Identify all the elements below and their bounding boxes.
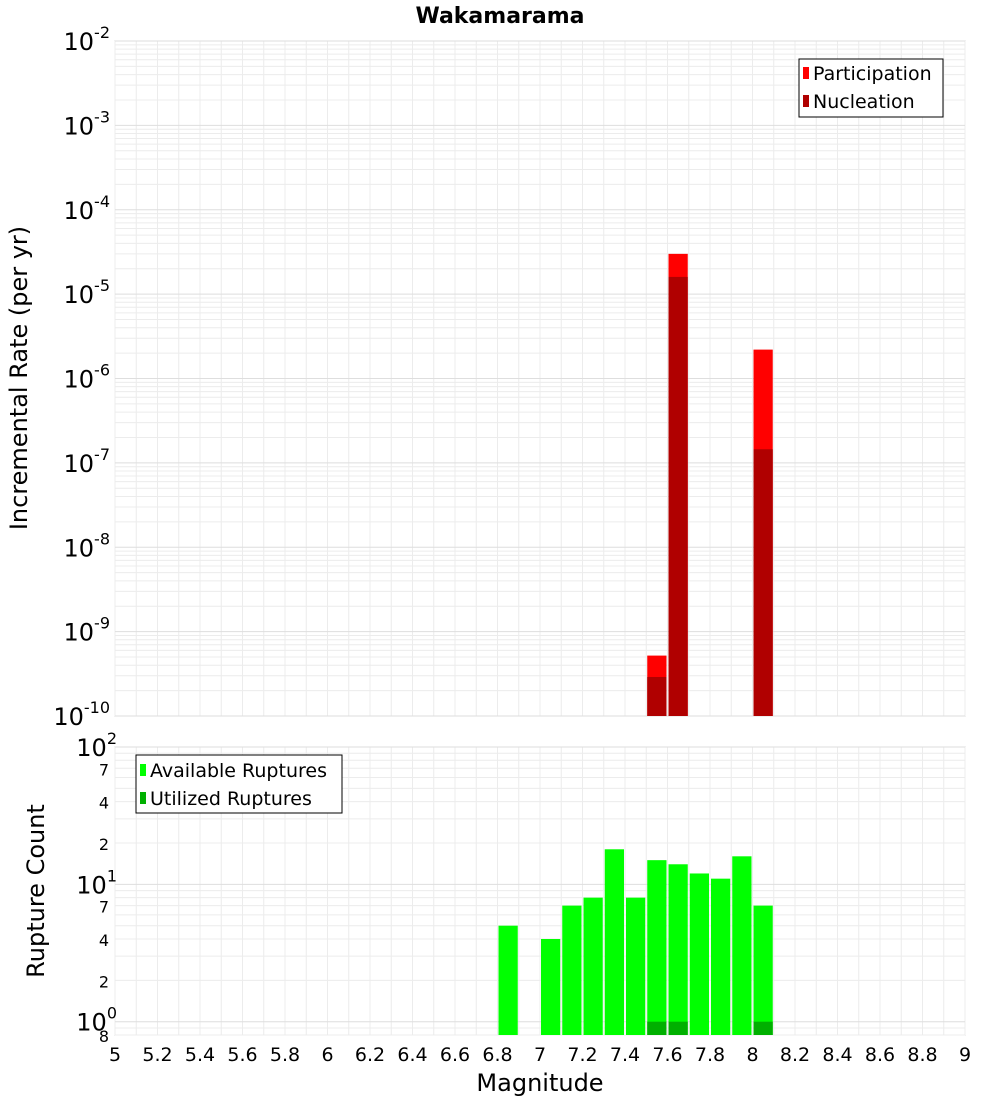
- top-y-axis-ticks: 10-10 10-9 10-8 10-7 10-6 10-5 10-4 10-3 10-2: [53, 23, 110, 731]
- available-ruptures-bar: [711, 878, 731, 1035]
- available-ruptures-bar: [498, 925, 518, 1035]
- bottom-y-minor-tick-label: 2: [99, 835, 109, 854]
- x-tick-label: 5.8: [270, 1044, 300, 1066]
- available-ruptures-bar: [732, 856, 752, 1035]
- x-tick-label: 6: [321, 1044, 333, 1066]
- utilized-ruptures-legend-swatch: [140, 792, 146, 804]
- available-ruptures-bar: [647, 860, 667, 1035]
- nucleation-legend-label: Nucleation: [813, 91, 915, 113]
- top-y-tick-label: 10-7: [64, 445, 111, 478]
- nucleation-bar: [753, 449, 773, 716]
- top-y-tick-label: 10-3: [64, 107, 111, 140]
- x-tick-label: 7.8: [695, 1044, 725, 1066]
- utilized-ruptures-bar: [753, 1021, 773, 1035]
- chart-title: Wakamarama: [415, 4, 584, 29]
- bottom-y-tick-label: 100: [76, 1004, 117, 1037]
- x-tick-label: 8.2: [780, 1044, 810, 1066]
- x-tick-label: 8.6: [865, 1044, 895, 1066]
- x-tick-label: 8.4: [822, 1044, 852, 1066]
- nucleation-legend-swatch: [803, 95, 809, 107]
- x-tick-label: 7.6: [652, 1044, 682, 1066]
- available-ruptures-bar: [583, 897, 603, 1035]
- available-ruptures-bar: [604, 849, 624, 1035]
- nucleation-bar: [647, 676, 667, 716]
- bottom-y-minor-tick-label: 7: [99, 898, 109, 917]
- top-y-tick-label: 10-5: [64, 276, 111, 309]
- available-ruptures-bar: [562, 905, 582, 1035]
- top-y-tick-label: 10-10: [53, 698, 110, 731]
- top-plot-grid: [114, 40, 966, 717]
- x-tick-label: 6.4: [397, 1044, 427, 1066]
- x-tick-label: 5.2: [142, 1044, 172, 1066]
- available-ruptures-bar: [668, 864, 688, 1035]
- available-ruptures-bar: [626, 897, 646, 1035]
- bottom-y-minor-tick-label: 4: [99, 794, 109, 813]
- utilized-ruptures-bar: [668, 1021, 688, 1035]
- top-y-tick-label: 10-2: [64, 23, 111, 56]
- participation-legend-label: Participation: [813, 63, 932, 85]
- x-tick-label: 9: [959, 1044, 971, 1066]
- top-legend-box: [798, 58, 944, 118]
- utilized-ruptures-bar: [647, 1021, 667, 1035]
- bottom-y-tick-label: 101: [76, 866, 117, 899]
- x-tick-label: 8: [746, 1044, 758, 1066]
- x-tick-label: 5.6: [227, 1044, 257, 1066]
- x-tick-label: 8.8: [907, 1044, 937, 1066]
- x-tick-label: 6.2: [355, 1044, 385, 1066]
- bottom-y-minor-tick-label: 4: [99, 931, 109, 950]
- top-legend: Participation Nucleation: [798, 58, 944, 118]
- x-tick-label: 6.6: [440, 1044, 470, 1066]
- x-tick-label: 7: [534, 1044, 546, 1066]
- available-ruptures-bar: [753, 905, 773, 1035]
- available-ruptures-bar: [689, 873, 709, 1035]
- utilized-ruptures-legend-label: Utilized Ruptures: [150, 788, 312, 810]
- x-tick-label: 5.4: [185, 1044, 215, 1066]
- available-ruptures-legend-swatch: [140, 764, 146, 776]
- bottom-legend-box: [135, 754, 343, 814]
- available-ruptures-legend-label: Available Ruptures: [150, 760, 327, 782]
- top-y-tick-label: 10-6: [64, 361, 111, 394]
- x-axis-ticks: 5 5.2 5.4 5.6 5.8 6 6.2 6.4 6.6 6.8 7 7.2 7.4 7.6 7.8 8…: [109, 1044, 971, 1066]
- bottom-y-axis-label: Rupture Count: [22, 804, 50, 978]
- bottom-y-tick-label: 102: [76, 729, 117, 762]
- nucleation-bar: [668, 276, 688, 716]
- x-tick-label: 5: [109, 1044, 121, 1066]
- x-axis-label: Magnitude: [476, 1069, 603, 1097]
- x-tick-label: 7.2: [567, 1044, 597, 1066]
- bottom-y-minor-tick-label: 8: [99, 1027, 109, 1046]
- available-ruptures-bar: [541, 939, 561, 1035]
- top-y-tick-label: 10-9: [64, 614, 111, 647]
- x-tick-label: 7.4: [610, 1044, 640, 1066]
- top-plot-bars: [647, 253, 773, 716]
- x-tick-label: 6.8: [482, 1044, 512, 1066]
- top-y-axis-label: Incremental Rate (per yr): [5, 226, 33, 530]
- bottom-legend: Available Ruptures Utilized Ruptures: [135, 754, 343, 814]
- bottom-y-minor-tick-label: 7: [99, 760, 109, 779]
- bottom-y-minor-tick-label: 2: [99, 972, 109, 991]
- bottom-plot-bars: [498, 849, 773, 1035]
- top-y-tick-label: 10-4: [64, 192, 111, 225]
- participation-legend-swatch: [803, 67, 809, 79]
- bottom-y-axis-ticks: 8 2 4 7 2 4 7 100 101 102: [76, 729, 117, 1046]
- top-y-tick-label: 10-8: [64, 529, 111, 562]
